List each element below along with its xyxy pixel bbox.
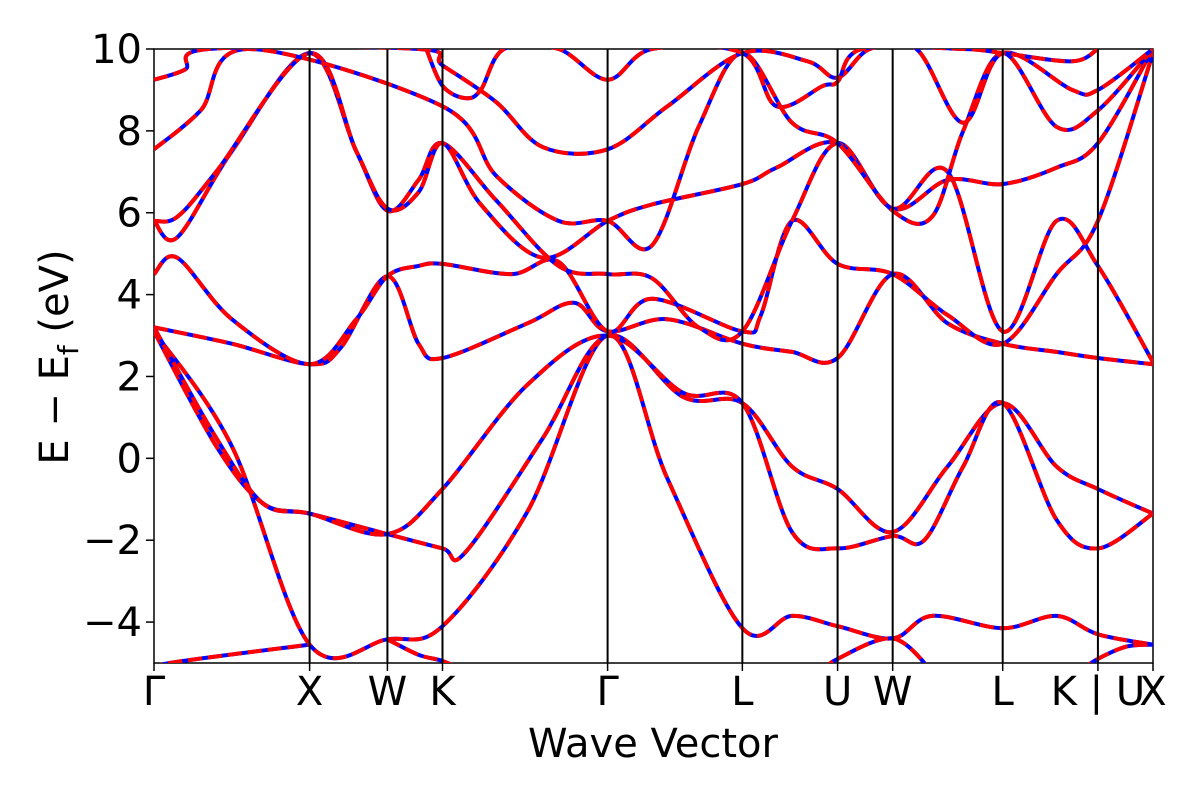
y-tick-label: 0 [117, 436, 142, 482]
y-axis-label-subscript: f [52, 344, 85, 355]
y-axis: −4 −2 0 2 4 6 8 10 [83, 27, 154, 646]
band-9-overlay-line [424, 49, 1099, 110]
y-axis-label: E − Ef (eV) [32, 249, 85, 464]
x-tick-label: L [992, 669, 1015, 715]
band-10-reference-line [159, 642, 310, 663]
x-tick-label: Γ [596, 669, 619, 715]
band-10-overlay-line [159, 642, 310, 663]
band-6-overlay-line [154, 49, 1153, 260]
y-tick-label: 8 [117, 109, 142, 155]
x-tick-label: K [429, 669, 457, 715]
band-12-overlay-line [827, 636, 928, 663]
x-tick-label: U [823, 669, 852, 715]
y-tick-label: −4 [83, 600, 142, 646]
y-axis-label-unit: (eV) [32, 249, 78, 345]
y-tick-label: 6 [117, 191, 142, 237]
band-13-overlay-line [1087, 642, 1153, 663]
x-tick-label: L [731, 669, 754, 715]
x-tick-label: K | U [1051, 669, 1145, 715]
x-axis-label: Wave Vector [528, 721, 779, 767]
x-tick-label: X [1139, 669, 1166, 715]
x-tick-label: W [873, 669, 913, 715]
band-11-overlay-line [386, 637, 453, 663]
kpoint-lines [308, 49, 1099, 663]
y-axis-label-main: E − E [32, 355, 78, 465]
x-tick-label: X [296, 669, 323, 715]
x-tick-label: W [368, 669, 408, 715]
y-tick-label: 2 [117, 354, 142, 400]
y-tick-label: 10 [91, 27, 142, 73]
band-5-overlay-line [154, 51, 1153, 364]
x-tick-label: Γ [143, 669, 166, 715]
y-tick-label: −2 [83, 518, 142, 564]
band-0-overlay-line [154, 330, 1153, 661]
y-tick-label: 4 [117, 273, 142, 319]
